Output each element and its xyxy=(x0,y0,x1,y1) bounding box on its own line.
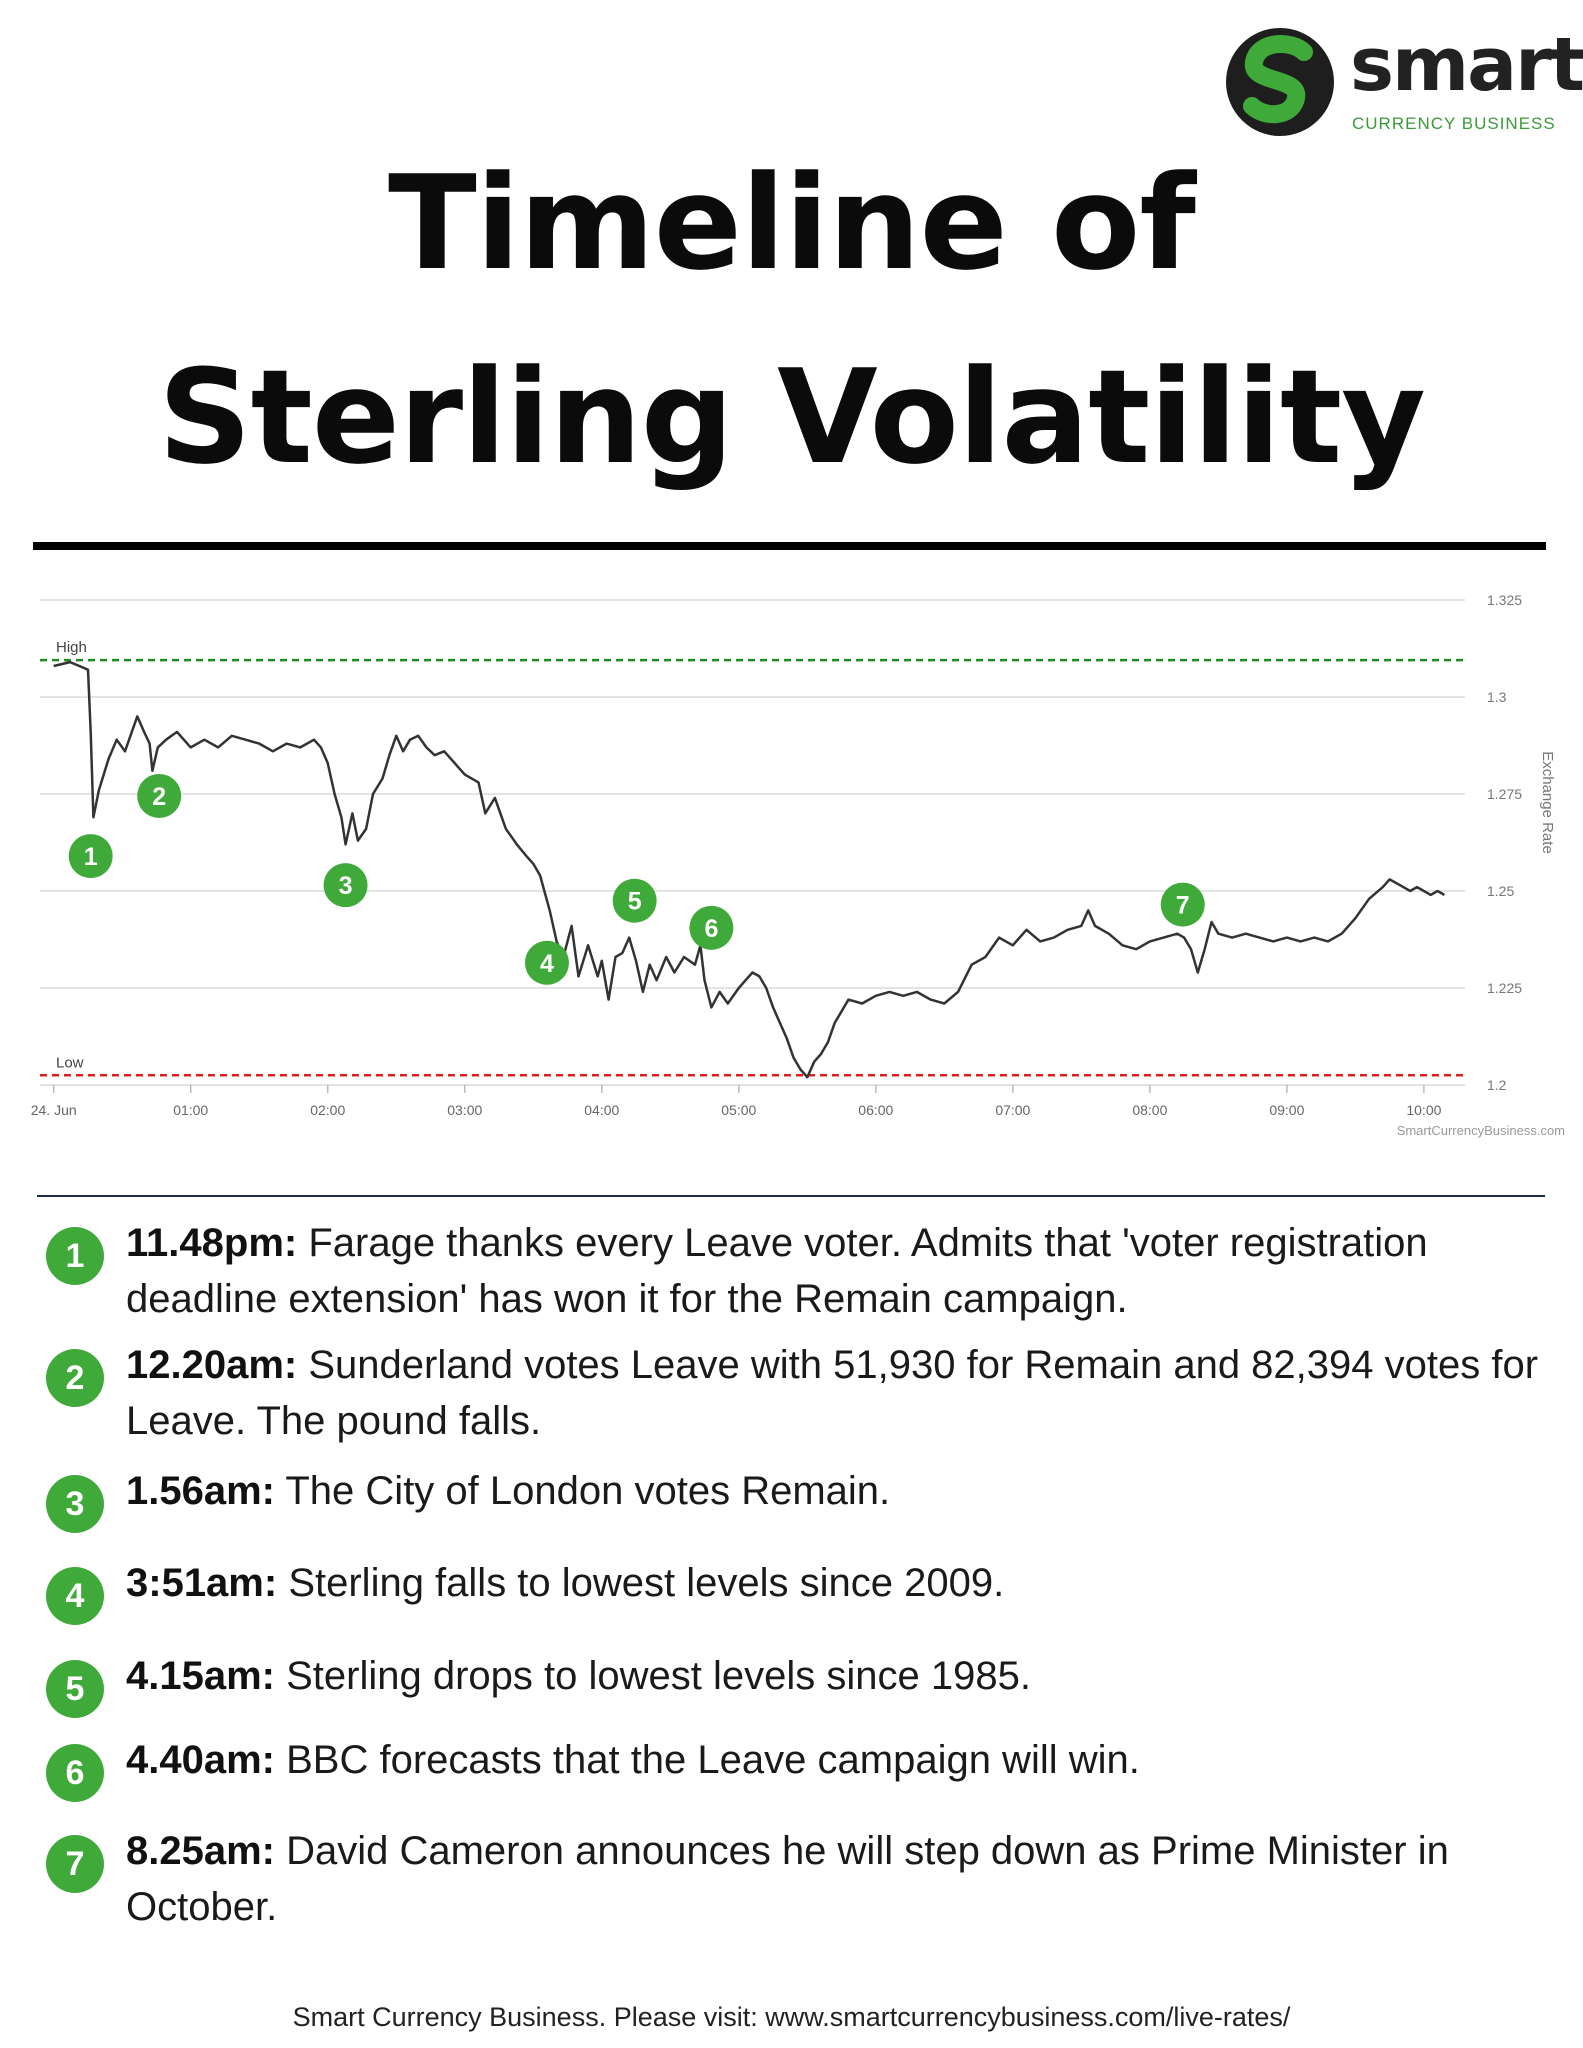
y-axis-title: Exchange Rate xyxy=(1539,751,1556,854)
event-description: Sunderland votes Leave with 51,930 for R… xyxy=(126,1343,1539,1443)
event-badge: 4 xyxy=(46,1567,104,1625)
event-time: 4.15am: xyxy=(126,1654,275,1698)
event-text: 11.48pm: Farage thanks every Leave voter… xyxy=(126,1215,1566,1327)
event-text: 1.56am: The City of London votes Remain. xyxy=(126,1463,1566,1519)
low-label: Low xyxy=(56,1054,84,1071)
event-badge: 1 xyxy=(46,1227,104,1285)
title-divider xyxy=(33,542,1546,550)
event-marker xyxy=(137,773,182,818)
event-marker xyxy=(524,940,569,985)
x-tick-label: 03:00 xyxy=(447,1102,482,1118)
event-text: 4.15am: Sterling drops to lowest levels … xyxy=(126,1648,1566,1704)
x-tick-label: 04:00 xyxy=(584,1102,619,1118)
x-tick-label: 02:00 xyxy=(310,1102,345,1118)
x-tick-label: 08:00 xyxy=(1132,1102,1167,1118)
event-time: 8.25am: xyxy=(126,1829,275,1873)
event-description: Farage thanks every Leave voter. Admits … xyxy=(126,1221,1428,1321)
chart-watermark: SmartCurrencyBusiness.com xyxy=(1397,1123,1565,1138)
x-tick-label: 05:00 xyxy=(721,1102,756,1118)
event-description: Sterling drops to lowest levels since 19… xyxy=(274,1654,1031,1698)
event-time: 1.56am: xyxy=(126,1469,275,1513)
section-divider xyxy=(37,1195,1545,1197)
event-text: 8.25am: David Cameron announces he will … xyxy=(126,1823,1566,1935)
event-marker-label: 2 xyxy=(152,783,166,811)
logo-tagline: CURRENCY BUSINESS xyxy=(1352,114,1556,133)
event-marker-label: 7 xyxy=(1176,892,1190,920)
event-time: 4.40am: xyxy=(126,1738,275,1782)
event-badge: 7 xyxy=(46,1835,104,1893)
s-logo-icon xyxy=(1226,28,1334,136)
event-marker-label: 1 xyxy=(84,843,98,871)
y-tick-label: 1.25 xyxy=(1487,883,1514,899)
x-tick-label: 01:00 xyxy=(173,1102,208,1118)
x-tick-label: 07:00 xyxy=(995,1102,1030,1118)
event-marker xyxy=(323,863,368,908)
event-text: 3:51am: Sterling falls to lowest levels … xyxy=(126,1555,1566,1611)
series-line xyxy=(53,660,1446,1079)
page-title-line2: Sterling Volatility xyxy=(158,341,1426,493)
y-tick-label: 1.3 xyxy=(1487,689,1507,705)
exchange-rate-chart: 1.325 1.3 1.275 1.25 1.225 1.2 24. Jun 01:00 02:… xyxy=(31,592,1565,1138)
y-tick-label: 1.2 xyxy=(1487,1077,1507,1093)
event-time: 3:51am: xyxy=(126,1561,278,1605)
event-marker xyxy=(68,834,113,879)
event-marker xyxy=(1160,882,1205,927)
event-description: BBC forecasts that the Leave campaign wi… xyxy=(274,1738,1140,1782)
logo-wordmark: smart xyxy=(1350,22,1583,108)
event-marker-label: 4 xyxy=(540,950,554,978)
page-title-line1: Timeline of xyxy=(388,147,1196,299)
event-badge: 2 xyxy=(46,1349,104,1407)
x-tick-label: 09:00 xyxy=(1269,1102,1304,1118)
logo: smart CURRENCY BUSINESS xyxy=(1222,26,1583,138)
event-text: 4.40am: BBC forecasts that the Leave cam… xyxy=(126,1732,1566,1788)
x-tick-label: 10:00 xyxy=(1406,1102,1441,1118)
x-tick-label: 24. Jun xyxy=(31,1102,77,1118)
event-marker xyxy=(689,905,734,950)
high-label: High xyxy=(56,639,87,656)
event-badge: 6 xyxy=(46,1744,104,1802)
x-tick-label: 06:00 xyxy=(858,1102,893,1118)
event-time: 11.48pm: xyxy=(126,1221,298,1265)
event-description: Sterling falls to lowest levels since 20… xyxy=(277,1561,1005,1605)
event-description: The City of London votes Remain. xyxy=(274,1469,891,1513)
event-time: 12.20am: xyxy=(126,1343,298,1387)
event-badge: 3 xyxy=(46,1475,104,1533)
event-marker-label: 5 xyxy=(628,888,642,916)
footer-text: Smart Currency Business. Please visit: w… xyxy=(292,2002,1291,2032)
y-tick-label: 1.325 xyxy=(1487,592,1522,608)
event-marker-label: 6 xyxy=(704,915,718,943)
y-tick-label: 1.225 xyxy=(1487,980,1522,996)
event-badge: 5 xyxy=(46,1660,104,1718)
y-tick-label: 1.275 xyxy=(1487,786,1522,802)
event-text: 12.20am: Sunderland votes Leave with 51,… xyxy=(126,1337,1566,1449)
event-description: David Cameron announces he will step dow… xyxy=(126,1829,1449,1929)
event-marker xyxy=(612,878,657,923)
event-marker-label: 3 xyxy=(339,872,353,900)
